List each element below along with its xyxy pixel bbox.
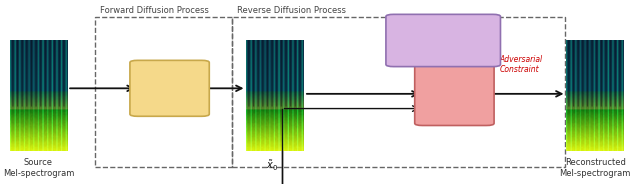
FancyBboxPatch shape [386, 14, 500, 67]
FancyBboxPatch shape [130, 60, 209, 116]
Text: Adversarial
Constraint: Adversarial Constraint [499, 55, 542, 74]
FancyBboxPatch shape [415, 62, 494, 125]
Text: Reconstructed
Mel-spectrogram: Reconstructed Mel-spectrogram [559, 158, 631, 178]
Text: Speaker Classifier: Speaker Classifier [393, 36, 493, 45]
Text: Decoder: Decoder [431, 89, 477, 99]
Text: Source
Mel-spectrogram: Source Mel-spectrogram [3, 158, 74, 178]
Text: $\tilde{x}_0$: $\tilde{x}_0$ [266, 158, 278, 173]
Text: Reverse Diffusion Process: Reverse Diffusion Process [237, 6, 346, 15]
Text: Encoder: Encoder [147, 83, 192, 93]
Text: Forward Diffusion Process: Forward Diffusion Process [100, 6, 209, 15]
